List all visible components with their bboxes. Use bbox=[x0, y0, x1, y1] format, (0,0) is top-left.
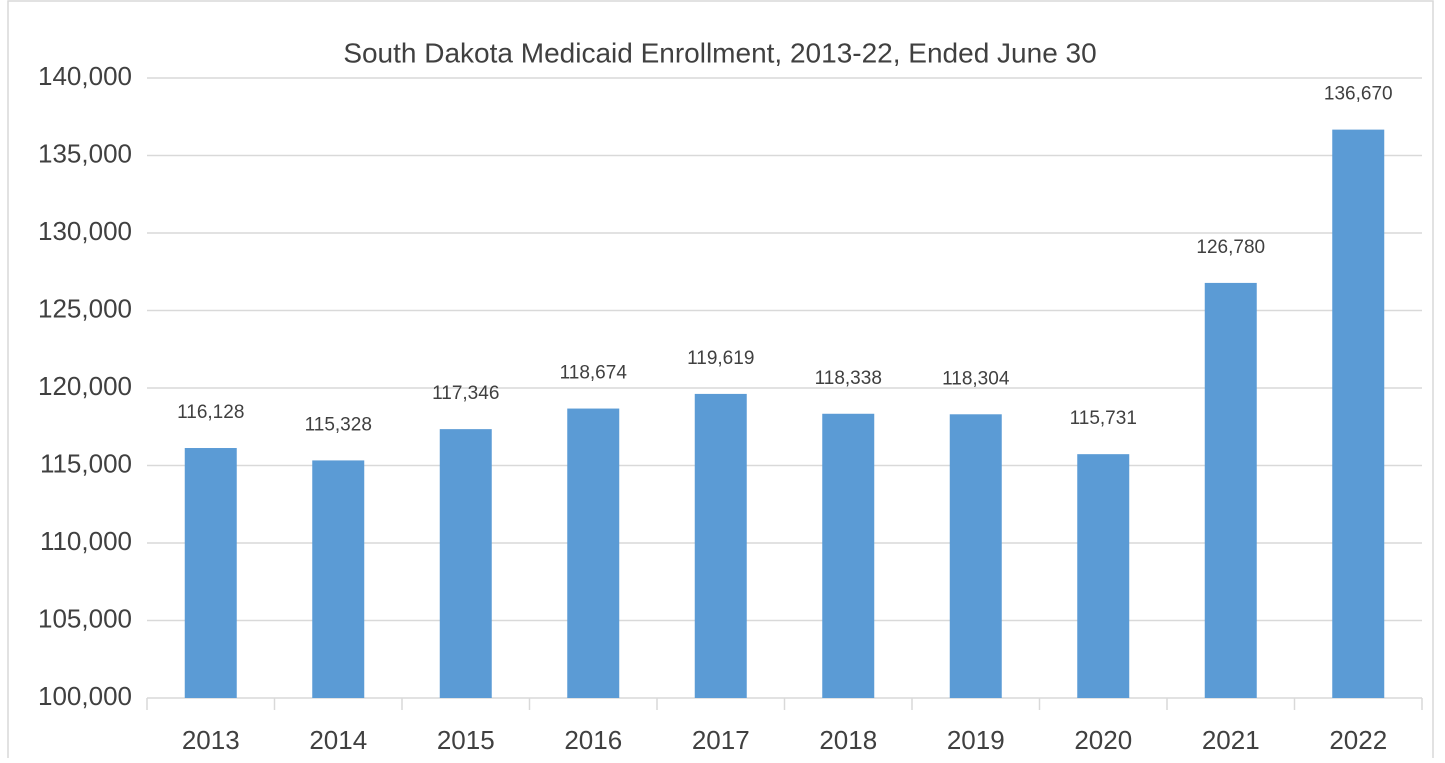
data-label: 116,128 bbox=[177, 402, 244, 423]
bar bbox=[1332, 129, 1385, 699]
data-label: 115,328 bbox=[305, 414, 372, 435]
x-tick-label: 2015 bbox=[437, 725, 495, 755]
data-label: 115,731 bbox=[1070, 408, 1137, 429]
y-tick-label: 130,000 bbox=[38, 216, 132, 246]
bar bbox=[439, 429, 492, 698]
y-tick-label: 110,000 bbox=[40, 526, 132, 556]
data-label: 119,619 bbox=[687, 348, 754, 369]
data-label: 136,670 bbox=[1324, 84, 1393, 105]
y-tick-label: 140,000 bbox=[38, 61, 132, 91]
bar bbox=[567, 408, 620, 698]
y-tick-label: 115,000 bbox=[40, 448, 132, 478]
y-tick-label: 125,000 bbox=[38, 293, 132, 323]
bar bbox=[694, 393, 747, 698]
x-tick-label: 2013 bbox=[182, 725, 240, 755]
data-label: 118,304 bbox=[942, 368, 1010, 389]
y-tick-label: 100,000 bbox=[38, 681, 132, 711]
chart-title: South Dakota Medicaid Enrollment, 2013-2… bbox=[343, 37, 1096, 68]
bar bbox=[1204, 282, 1257, 698]
y-tick-label: 105,000 bbox=[38, 603, 132, 633]
chart-frame bbox=[7, 0, 1434, 763]
x-tick-label: 2018 bbox=[819, 725, 877, 755]
x-tick-label: 2019 bbox=[947, 725, 1005, 755]
bar bbox=[184, 448, 237, 698]
x-tick-label: 2017 bbox=[692, 725, 750, 755]
x-tick-label: 2022 bbox=[1329, 725, 1387, 755]
y-tick-label: 120,000 bbox=[38, 371, 132, 401]
x-tick-label: 2016 bbox=[564, 725, 622, 755]
data-label: 117,346 bbox=[432, 383, 499, 404]
data-label: 118,338 bbox=[815, 368, 882, 389]
data-label: 118,674 bbox=[560, 363, 628, 384]
x-tick-label: 2020 bbox=[1074, 725, 1132, 755]
bar bbox=[949, 414, 1002, 698]
bar bbox=[1077, 454, 1130, 698]
bar bbox=[822, 413, 875, 698]
bar bbox=[312, 460, 365, 698]
x-tick-label: 2014 bbox=[309, 725, 367, 755]
y-tick-label: 135,000 bbox=[38, 138, 132, 168]
x-tick-label: 2021 bbox=[1202, 725, 1260, 755]
data-label: 126,780 bbox=[1196, 237, 1265, 258]
